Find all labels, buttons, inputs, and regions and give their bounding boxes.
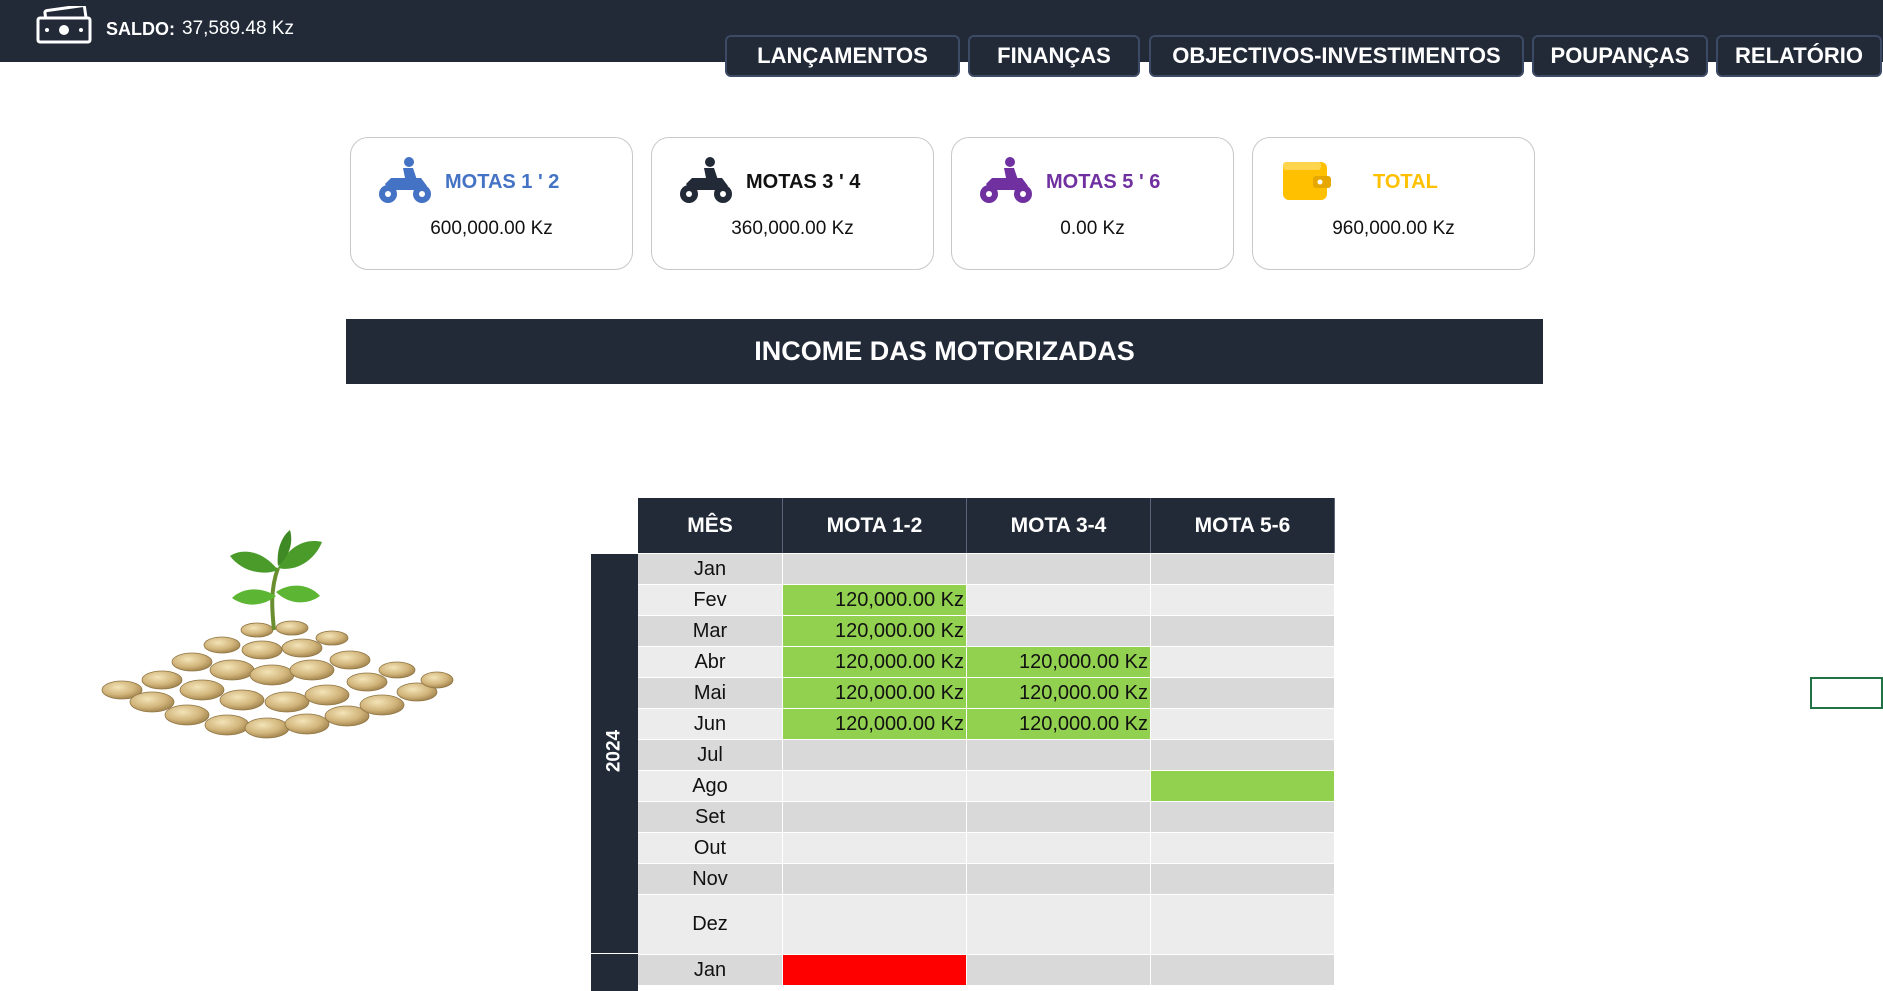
mota-3-4-cell[interactable]: 120,000.00 Kz (967, 647, 1151, 678)
card-motas-5-6: MOTAS 5 ' 6 0.00 Kz (951, 137, 1234, 270)
mota-1-2-cell[interactable] (783, 554, 967, 585)
month-cell[interactable]: Out (638, 833, 783, 864)
column-header-mota-1-2: MOTA 1-2 (783, 498, 967, 553)
mota-1-2-cell[interactable]: 120,000.00 Kz (783, 709, 967, 740)
mota-3-4-cell[interactable] (967, 802, 1151, 833)
table-row: Ago (638, 771, 1335, 802)
nav-relatorio-button[interactable]: RELATÓRIO (1716, 35, 1882, 77)
year-group-band: 2024 (591, 554, 638, 953)
card-value: 360,000.00 Kz (731, 218, 854, 239)
table-row: Jun 120,000.00 Kz 120,000.00 Kz (638, 709, 1335, 740)
mota-3-4-cell[interactable] (967, 616, 1151, 647)
month-cell[interactable]: Jan (638, 554, 783, 585)
table-row: Jan (638, 955, 1335, 986)
mota-1-2-cell[interactable] (783, 740, 967, 771)
table-row: Abr 120,000.00 Kz 120,000.00 Kz (638, 647, 1335, 678)
mota-5-6-cell[interactable] (1151, 678, 1335, 709)
card-value: 960,000.00 Kz (1332, 218, 1455, 239)
selected-cell-indicator[interactable] (1810, 677, 1883, 709)
card-value: 600,000.00 Kz (430, 218, 553, 239)
month-cell[interactable]: Jan (638, 955, 783, 986)
table-row: Out (638, 833, 1335, 864)
month-cell[interactable]: Fev (638, 585, 783, 616)
mota-3-4-cell[interactable] (967, 740, 1151, 771)
nav-financas-button[interactable]: FINANÇAS (968, 35, 1140, 77)
month-cell[interactable]: Jun (638, 709, 783, 740)
mota-5-6-cell[interactable] (1151, 895, 1335, 955)
mota-1-2-cell[interactable] (783, 864, 967, 895)
mota-5-6-cell[interactable] (1151, 740, 1335, 771)
mota-1-2-cell[interactable] (783, 802, 967, 833)
table-row: Fev 120,000.00 Kz (638, 585, 1335, 616)
mota-5-6-cell[interactable] (1151, 585, 1335, 616)
mota-1-2-cell[interactable]: 120,000.00 Kz (783, 616, 967, 647)
mota-3-4-cell[interactable] (967, 554, 1151, 585)
table-row: Jan (638, 554, 1335, 585)
section-title: INCOME DAS MOTORIZADAS (346, 319, 1543, 384)
mota-5-6-cell[interactable] (1151, 955, 1335, 986)
mota-3-4-cell[interactable] (967, 864, 1151, 895)
table-row: Jul (638, 740, 1335, 771)
mota-5-6-cell[interactable] (1151, 771, 1335, 802)
year-group-band (591, 954, 638, 991)
mota-3-4-cell[interactable] (967, 585, 1151, 616)
mota-5-6-cell[interactable] (1151, 709, 1335, 740)
mota-5-6-cell[interactable] (1151, 833, 1335, 864)
motorcycle-icon (980, 157, 1032, 203)
saldo-label: SALDO: (106, 19, 175, 39)
month-cell[interactable]: Abr (638, 647, 783, 678)
year-label: 2024 (603, 729, 625, 773)
mota-3-4-cell[interactable]: 120,000.00 Kz (967, 709, 1151, 740)
table-row: Mai 120,000.00 Kz 120,000.00 Kz (638, 678, 1335, 709)
month-cell[interactable]: Nov (638, 864, 783, 895)
mota-5-6-cell[interactable] (1151, 647, 1335, 678)
mota-1-2-cell[interactable] (783, 895, 967, 955)
column-header-mota-3-4: MOTA 3-4 (967, 498, 1151, 553)
motorcycle-icon (680, 157, 732, 203)
table-row: Dez (638, 895, 1335, 955)
motorcycle-icon (379, 157, 431, 203)
nav-lancamentos-button[interactable]: LANÇAMENTOS (725, 35, 960, 77)
month-cell[interactable]: Dez (638, 895, 783, 955)
mota-5-6-cell[interactable] (1151, 802, 1335, 833)
month-cell[interactable]: Set (638, 802, 783, 833)
mota-5-6-cell[interactable] (1151, 554, 1335, 585)
mota-3-4-cell[interactable] (967, 895, 1151, 955)
column-header-mota-5-6: MOTA 5-6 (1151, 498, 1335, 553)
saldo-value: 37,589.48 Kz (182, 18, 294, 39)
mota-1-2-cell[interactable]: 120,000.00 Kz (783, 585, 967, 616)
mota-3-4-cell[interactable] (967, 833, 1151, 864)
mota-1-2-cell[interactable] (783, 771, 967, 802)
card-title: MOTAS 3 ' 4 (746, 171, 861, 193)
table-row: Set (638, 802, 1335, 833)
column-header-mes: MÊS (638, 498, 783, 553)
card-title: MOTAS 1 ' 2 (445, 171, 560, 193)
table-row: Mar 120,000.00 Kz (638, 616, 1335, 647)
mota-5-6-cell[interactable] (1151, 616, 1335, 647)
card-total: TOTAL 960,000.00 Kz (1252, 137, 1535, 270)
table-row: Nov (638, 864, 1335, 895)
card-motas-1-2: MOTAS 1 ' 2 600,000.00 Kz (350, 137, 633, 270)
wallet-icon (1283, 162, 1331, 200)
month-cell[interactable]: Mai (638, 678, 783, 709)
month-cell[interactable]: Jul (638, 740, 783, 771)
month-cell[interactable]: Ago (638, 771, 783, 802)
cash-icon (36, 6, 92, 44)
mota-3-4-cell[interactable] (967, 955, 1151, 986)
card-title: TOTAL (1373, 171, 1438, 193)
plant-coins-image (101, 530, 454, 739)
mota-5-6-cell[interactable] (1151, 864, 1335, 895)
mota-1-2-cell[interactable]: 120,000.00 Kz (783, 678, 967, 709)
nav-objectivos-investimentos-button[interactable]: OBJECTIVOS-INVESTIMENTOS (1149, 35, 1524, 77)
mota-3-4-cell[interactable]: 120,000.00 Kz (967, 678, 1151, 709)
card-title: MOTAS 5 ' 6 (1046, 171, 1161, 193)
nav-poupancas-button[interactable]: POUPANÇAS (1532, 35, 1708, 77)
month-cell[interactable]: Mar (638, 616, 783, 647)
mota-1-2-cell[interactable] (783, 955, 967, 986)
mota-1-2-cell[interactable]: 120,000.00 Kz (783, 647, 967, 678)
card-motas-3-4: MOTAS 3 ' 4 360,000.00 Kz (651, 137, 934, 270)
card-value: 0.00 Kz (1060, 218, 1125, 239)
mota-1-2-cell[interactable] (783, 833, 967, 864)
mota-3-4-cell[interactable] (967, 771, 1151, 802)
